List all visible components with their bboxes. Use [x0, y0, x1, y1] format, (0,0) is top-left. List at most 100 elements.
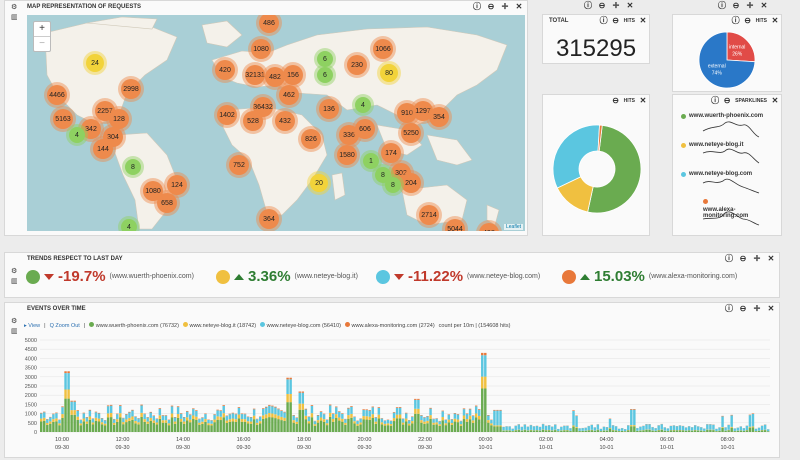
- event-bar[interactable]: [496, 410, 499, 426]
- event-bar[interactable]: [368, 419, 371, 432]
- event-bar[interactable]: [143, 419, 146, 422]
- info-icon[interactable]: ⓘ: [584, 1, 592, 10]
- event-bar[interactable]: [453, 421, 457, 432]
- event-bar[interactable]: [630, 409, 633, 410]
- event-bar[interactable]: [684, 427, 688, 431]
- event-bar[interactable]: [64, 398, 67, 432]
- event-bar[interactable]: [210, 425, 213, 432]
- event-bar[interactable]: [298, 392, 301, 404]
- event-bar[interactable]: [280, 410, 283, 412]
- event-bar[interactable]: [681, 426, 685, 431]
- event-bar[interactable]: [76, 410, 79, 411]
- event-bar[interactable]: [420, 415, 423, 421]
- event-bar[interactable]: [484, 376, 487, 389]
- event-bar[interactable]: [268, 417, 271, 432]
- event-bar[interactable]: [164, 415, 168, 421]
- event-bar[interactable]: [739, 430, 743, 432]
- event-bar[interactable]: [140, 416, 143, 432]
- map-cluster[interactable]: 230: [347, 55, 367, 75]
- event-bar[interactable]: [283, 420, 286, 432]
- event-bar[interactable]: [551, 430, 554, 432]
- event-bar[interactable]: [715, 428, 718, 432]
- event-bar[interactable]: [222, 405, 225, 414]
- event-bar[interactable]: [590, 430, 593, 432]
- event-bar[interactable]: [359, 418, 362, 423]
- event-bar[interactable]: [368, 410, 371, 417]
- event-bar[interactable]: [602, 426, 606, 431]
- pie-slice[interactable]: [698, 31, 756, 89]
- event-bar[interactable]: [207, 419, 210, 424]
- event-bar[interactable]: [262, 408, 265, 416]
- event-bar[interactable]: [338, 420, 341, 432]
- event-bar[interactable]: [94, 417, 98, 421]
- gear-icon[interactable]: ⚙: [11, 4, 18, 11]
- move-icon[interactable]: ✛: [501, 2, 509, 11]
- event-bar[interactable]: [131, 409, 134, 411]
- event-bar[interactable]: [420, 420, 423, 423]
- event-bar[interactable]: [280, 416, 283, 421]
- map-cluster[interactable]: 1580: [337, 145, 357, 165]
- event-bar[interactable]: [502, 426, 505, 431]
- event-bar[interactable]: [471, 415, 475, 421]
- event-bar[interactable]: [484, 355, 487, 377]
- event-bar[interactable]: [82, 413, 86, 419]
- event-bar[interactable]: [88, 419, 92, 432]
- event-bar[interactable]: [718, 427, 721, 431]
- event-bar[interactable]: [283, 412, 286, 418]
- event-bar[interactable]: [487, 420, 490, 423]
- event-bar[interactable]: [669, 430, 673, 432]
- map-cluster[interactable]: 6: [317, 67, 333, 83]
- event-bar[interactable]: [508, 426, 511, 431]
- event-bar[interactable]: [167, 423, 171, 426]
- event-bar[interactable]: [481, 352, 484, 356]
- event-bar[interactable]: [106, 417, 110, 432]
- event-bar[interactable]: [654, 428, 657, 431]
- event-bar[interactable]: [259, 423, 262, 432]
- event-bar[interactable]: [487, 415, 490, 416]
- event-bar[interactable]: [712, 424, 715, 430]
- event-bar[interactable]: [742, 431, 746, 432]
- event-bar[interactable]: [608, 428, 612, 432]
- event-bar[interactable]: [584, 427, 587, 431]
- event-bar[interactable]: [566, 430, 569, 432]
- event-bar[interactable]: [292, 415, 295, 421]
- map-cluster[interactable]: 204: [401, 173, 421, 193]
- event-bar[interactable]: [706, 430, 709, 432]
- event-bar[interactable]: [113, 419, 116, 423]
- event-bar[interactable]: [152, 422, 155, 432]
- event-bar[interactable]: [353, 421, 356, 424]
- event-bar[interactable]: [356, 420, 359, 424]
- event-bar[interactable]: [657, 430, 660, 432]
- event-bar[interactable]: [213, 419, 216, 423]
- event-bar[interactable]: [322, 419, 326, 422]
- event-bar[interactable]: [395, 407, 399, 415]
- event-bar[interactable]: [170, 417, 174, 432]
- event-bar[interactable]: [529, 425, 533, 430]
- event-bar[interactable]: [286, 402, 289, 432]
- event-bar[interactable]: [186, 417, 189, 421]
- event-bar[interactable]: [255, 422, 259, 425]
- event-bar[interactable]: [298, 403, 301, 410]
- event-bar[interactable]: [146, 421, 149, 424]
- event-bar[interactable]: [709, 424, 712, 430]
- event-bar[interactable]: [219, 416, 222, 421]
- close-icon[interactable]: ✕: [639, 96, 647, 105]
- event-bar[interactable]: [748, 414, 752, 416]
- event-bar[interactable]: [715, 431, 718, 432]
- event-bar[interactable]: [721, 416, 724, 428]
- event-bar[interactable]: [459, 424, 463, 426]
- event-bar[interactable]: [167, 425, 171, 432]
- event-bar[interactable]: [481, 388, 484, 432]
- event-bar[interactable]: [499, 410, 502, 426]
- event-bar[interactable]: [225, 422, 228, 432]
- minus-circle-icon[interactable]: ⊖: [739, 254, 747, 263]
- event-bar[interactable]: [149, 411, 152, 413]
- event-bar[interactable]: [383, 423, 387, 426]
- event-bar[interactable]: [347, 418, 350, 432]
- event-bar[interactable]: [563, 430, 566, 432]
- event-bar[interactable]: [55, 421, 58, 432]
- event-bar[interactable]: [417, 413, 420, 432]
- event-bar[interactable]: [119, 413, 122, 418]
- event-bar[interactable]: [119, 417, 122, 432]
- event-bar[interactable]: [359, 424, 362, 432]
